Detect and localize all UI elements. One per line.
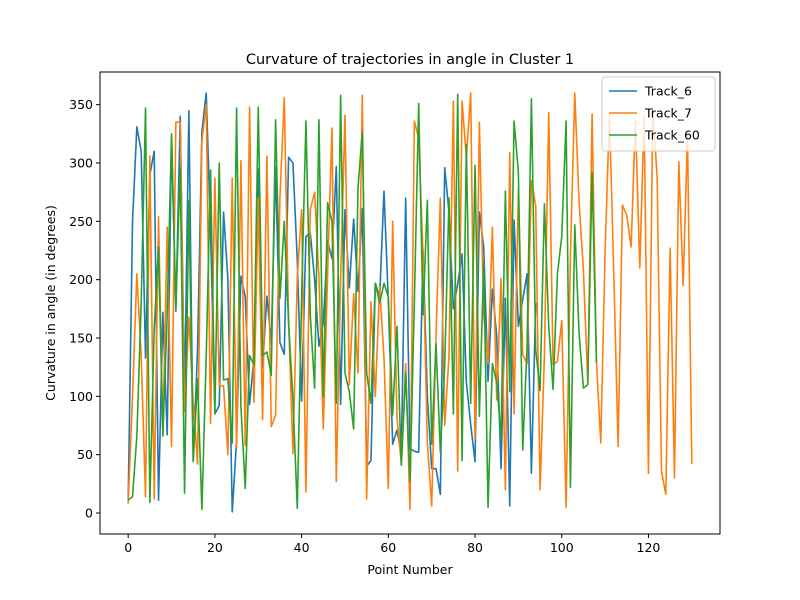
x-axis-ticks: 0 20 40 60 80 100 120 [124, 534, 660, 555]
x-tick-label: 0 [124, 540, 132, 555]
x-axis-label: Point Number [367, 562, 453, 577]
series-layer [127, 92, 693, 513]
legend: Track_6 Track_7 Track_60 [601, 76, 716, 152]
y-tick-label: 250 [69, 214, 93, 229]
x-tick-label: 20 [207, 540, 223, 555]
y-axis-label: Curvature in angle (in degrees) [43, 205, 58, 401]
legend-label: Track_7 [644, 106, 692, 121]
y-tick-label: 300 [69, 156, 93, 171]
legend-label: Track_60 [644, 128, 700, 143]
x-tick-label: 80 [467, 540, 483, 555]
y-tick-label: 200 [69, 272, 93, 287]
series-line-track-7 [127, 92, 693, 511]
y-tick-label: 0 [85, 506, 93, 521]
series-line-track-6 [127, 92, 537, 513]
y-axis-ticks: 0 50 100 150 200 250 300 350 [69, 97, 100, 521]
x-tick-label: 60 [380, 540, 396, 555]
series-line-track-60 [127, 93, 598, 511]
chart-title: Curvature of trajectories in angle in Cl… [246, 52, 574, 68]
x-tick-label: 100 [550, 540, 574, 555]
x-tick-label: 120 [637, 540, 661, 555]
y-tick-label: 150 [69, 331, 93, 346]
legend-box [601, 76, 716, 152]
y-tick-label: 50 [77, 447, 93, 462]
x-tick-label: 40 [294, 540, 310, 555]
axes-spines [99, 71, 721, 535]
y-tick-label: 100 [69, 389, 93, 404]
legend-label: Track_6 [644, 84, 692, 99]
y-tick-label: 350 [69, 97, 93, 112]
